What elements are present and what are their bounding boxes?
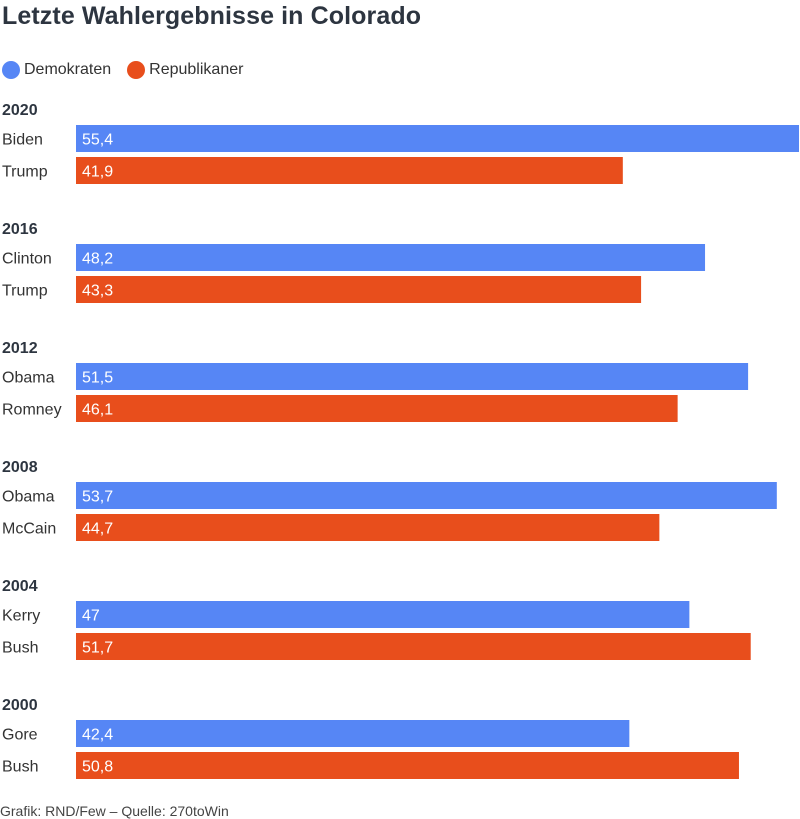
value-label: 51,5	[82, 370, 113, 387]
candidate-label: Biden	[2, 132, 43, 149]
candidate-label: Clinton	[2, 251, 52, 268]
bar	[76, 514, 660, 541]
legend-swatch-demokraten	[2, 61, 20, 79]
candidate-label: Obama	[2, 489, 55, 506]
bar	[76, 633, 751, 660]
candidate-label: Trump	[2, 164, 48, 181]
year-label: 2012	[2, 340, 38, 357]
bar	[76, 752, 739, 779]
candidate-label: McCain	[2, 521, 56, 538]
candidate-label: Bush	[2, 640, 38, 657]
legend: Demokraten Republikaner	[2, 61, 259, 79]
bar	[76, 395, 678, 422]
legend-swatch-republikaner	[127, 61, 146, 79]
chart-title: Letzte Wahlergebnisse in Colorado	[2, 2, 422, 30]
value-label: 48,2	[82, 251, 113, 268]
value-label: 41,9	[82, 164, 113, 181]
value-label: 42,4	[82, 727, 113, 744]
bar	[76, 157, 623, 184]
bar	[76, 601, 690, 628]
year-label: 2000	[2, 697, 38, 714]
bar	[76, 125, 799, 152]
legend-label-republikaner: Republikaner	[149, 61, 244, 78]
bar	[76, 482, 777, 509]
value-label: 51,7	[82, 640, 113, 657]
value-label: 53,7	[82, 489, 113, 506]
candidate-label: Bush	[2, 759, 38, 776]
bar	[76, 363, 749, 390]
bar	[76, 720, 630, 747]
bar	[76, 276, 642, 303]
year-label: 2004	[2, 578, 38, 595]
year-label: 2016	[2, 221, 38, 238]
value-label: 50,8	[82, 759, 113, 776]
value-label: 46,1	[82, 402, 113, 419]
year-label: 2020	[2, 102, 38, 119]
candidate-label: Trump	[2, 283, 48, 300]
value-label: 44,7	[82, 521, 113, 538]
value-label: 47	[82, 608, 100, 625]
candidate-label: Gore	[2, 727, 38, 744]
candidate-label: Kerry	[2, 608, 40, 625]
legend-item-demokraten: Demokraten	[2, 61, 111, 79]
value-label: 55,4	[82, 132, 113, 149]
candidate-label: Romney	[2, 402, 62, 419]
legend-label-demokraten: Demokraten	[24, 61, 112, 78]
bar	[76, 244, 706, 271]
value-label: 43,3	[82, 283, 113, 300]
legend-item-republikaner: Republikaner	[127, 61, 243, 79]
year-label: 2008	[2, 459, 38, 476]
source-note: Grafik: RND/Few – Quelle: 270toWin	[0, 803, 229, 819]
bar-chart: 2020 Biden 55,4 Trump 41,9 2016 Clinton 48,2 Tru…	[2, 102, 799, 779]
candidate-label: Obama	[2, 370, 55, 387]
